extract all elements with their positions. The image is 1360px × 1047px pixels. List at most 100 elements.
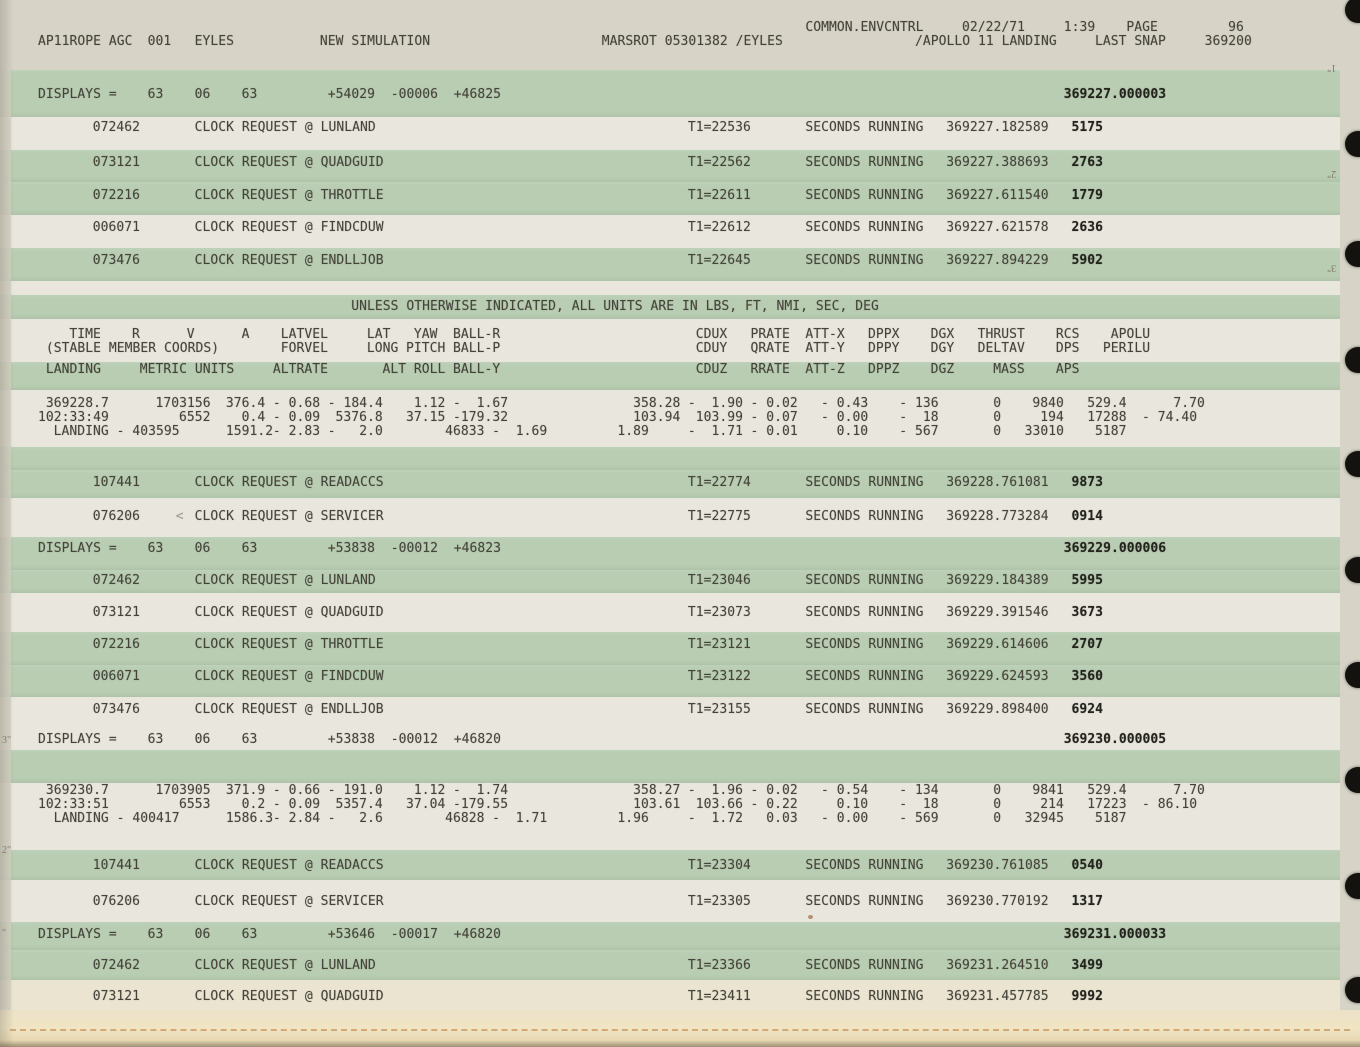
- printout-text-segment: MASS: [993, 362, 1025, 377]
- printout-text-segment: LONG: [366, 341, 399, 356]
- printout-text-segment: 369227.611540: [946, 188, 1049, 203]
- printout-text-segment: 46833: [445, 424, 485, 439]
- printout-text-segment: PITCH: [406, 341, 446, 356]
- printout-text-segment: APS: [1055, 362, 1080, 377]
- printout-text-segment: - 2.83: [272, 424, 321, 439]
- printout-text-segment: 369227.388693: [946, 155, 1049, 170]
- printout-text-segment: DGY: [930, 341, 955, 356]
- printout-text-segment: ATT-X: [805, 327, 845, 342]
- printout-text-segment: CLOCK REQUEST @ THROTTLE: [194, 188, 384, 203]
- printout-text-segment: CDUZ: [695, 362, 728, 377]
- printout-text-segment: DELTAV: [977, 341, 1025, 356]
- printout-text-segment: DPPZ: [867, 362, 900, 377]
- printout-text-segment: 1317: [1071, 894, 1104, 909]
- printout-text-segment: 06: [194, 87, 211, 102]
- printout-text-segment: R: [131, 327, 140, 342]
- units-note-line: UNLESS OTHERWISE INDICATED, ALL UNITS AR…: [0, 295, 1360, 319]
- printout-text-segment: LAST SNAP: [1095, 34, 1166, 49]
- printout-text-segment: 072216: [92, 637, 141, 652]
- printout-text-segment: 0: [993, 424, 1002, 439]
- printout-text-segment: - 1.90: [687, 396, 744, 411]
- printout-text-segment: - 0.02: [750, 783, 798, 798]
- printout-text-segment: BALL-Y: [452, 362, 501, 377]
- clock-request-lunland-3: 072462 CLOCK REQUEST @ LUNLAND T1=23366 SEC…: [0, 950, 1360, 980]
- printout-text-segment: CLOCK REQUEST @ ENDLLJOB: [194, 253, 384, 268]
- printout-text-segment: 2763: [1071, 155, 1104, 170]
- printout-text-segment: 96: [1228, 20, 1244, 35]
- printout-text-segment: DPPX: [867, 327, 900, 342]
- printout-text-segment: - 86.10: [1142, 797, 1198, 812]
- printout-text-segment: 073476: [92, 702, 141, 717]
- printout-text-segment: PRATE: [750, 327, 790, 342]
- printout-text-segment: 0914: [1071, 509, 1104, 524]
- clock-request-servicer-2: 076206 CLOCK REQUEST @ SERVICER T1=23305 SE…: [0, 880, 1360, 922]
- printout-text-segment: +53838 -00012 +46820: [327, 732, 501, 747]
- clock-request-lunland-1: 072462 CLOCK REQUEST @ LUNLAND T1=22536 SEC…: [0, 117, 1360, 150]
- printout-text-segment: - 1.74: [452, 783, 509, 798]
- printout-text-segment: COMMON.ENVCNTRL: [805, 20, 924, 35]
- printout-text-segment: 63: [147, 732, 164, 747]
- printout-text-segment: CLOCK REQUEST @ LUNLAND: [194, 573, 376, 588]
- printout-text-segment: UNLESS OTHERWISE INDICATED, ALL UNITS AR…: [351, 299, 879, 314]
- printout-text-segment: CLOCK REQUEST @ QUADGUID: [194, 605, 384, 620]
- printout-text-segment: ROLL: [413, 362, 446, 377]
- printout-text-segment: 369228.773284: [946, 509, 1049, 524]
- printout-text-segment: 1.89: [617, 424, 649, 439]
- printout-text-segment: T1=23411: [687, 989, 751, 1004]
- punch-hole: [1345, 347, 1360, 373]
- punch-hole: [1345, 131, 1360, 157]
- printout-text-segment: - 18: [899, 797, 939, 812]
- printout-text-segment: T1=22536: [687, 120, 751, 135]
- printout-text-segment: 369231.000033: [1063, 927, 1167, 942]
- punch-hole: [1345, 767, 1360, 793]
- printout-text-segment: 5995: [1071, 573, 1104, 588]
- right-margin-strip: [1340, 64, 1360, 1010]
- printout-text-segment: 5175: [1071, 120, 1104, 135]
- printout-text-segment: CLOCK REQUEST @ SERVICER: [194, 894, 384, 909]
- printout-text-segment: 0.4: [241, 410, 266, 425]
- clock-request-quadguid-1: 073121 CLOCK REQUEST @ QUADGUID T1=22562 SE…: [0, 150, 1360, 182]
- printout-text-segment: CLOCK REQUEST @ SERVICER: [194, 509, 384, 524]
- printout-text-segment: 17288: [1087, 410, 1127, 425]
- printout-text-segment: T1=22612: [687, 220, 751, 235]
- printout-text-segment: - 1.71: [492, 811, 548, 826]
- printout-text-segment: SECONDS RUNNING: [805, 155, 924, 170]
- printout-text-segment: 102:33:49: [38, 410, 109, 425]
- printout-text-segment: BALL-P: [452, 341, 501, 356]
- printout-text-segment: 1591.2: [225, 424, 274, 439]
- printout-text-segment: 072462: [92, 120, 141, 135]
- printout-text-segment: 63: [147, 541, 164, 556]
- scan-speck: [808, 915, 813, 919]
- printout-text-segment: TIME: [69, 327, 101, 342]
- printout-text-segment: 17223: [1087, 797, 1127, 812]
- printout-text-segment: 369230.770192: [946, 894, 1049, 909]
- printout-text-segment: 072462: [92, 958, 141, 973]
- printout-text-segment: T1=23305: [687, 894, 751, 909]
- column-headers-landing: LANDING METRIC UNITS ALTRATE ALT ROLL BALL-Y C…: [0, 362, 1360, 390]
- printout-text-segment: - 0.00: [821, 811, 869, 826]
- punch-hole: [1345, 977, 1360, 1003]
- printout-text-segment: 369228.761081: [946, 475, 1049, 490]
- printout-text-segment: - 191.0: [327, 783, 383, 798]
- printout-text-segment: 0540: [1071, 858, 1104, 873]
- printout-text-segment: -179.55: [452, 797, 509, 812]
- printout-text-segment: AP11ROPE AGC: [38, 34, 133, 49]
- printout-text-segment: SECONDS RUNNING: [805, 120, 924, 135]
- printout-text-segment: 63: [241, 87, 258, 102]
- printout-text-segment: PAGE: [1126, 20, 1158, 35]
- printout-text-segment: - 1.69: [492, 424, 548, 439]
- printout-text-segment: 5187: [1095, 424, 1127, 439]
- printout-text-segment: DPS: [1055, 341, 1080, 356]
- printout-text-segment: - 1.71: [687, 424, 744, 439]
- clock-request-servicer-1: <076206 CLOCK REQUEST @ SERVICER T1=22775 S…: [0, 498, 1360, 537]
- printout-text-segment: 369229.614606: [946, 637, 1049, 652]
- printout-text-segment: /APOLLO 11 LANDING: [914, 34, 1057, 49]
- printout-text-segment: LAT: [366, 327, 391, 342]
- left-inch-mark: 2": [2, 845, 12, 856]
- printout-text-segment: CLOCK REQUEST @ ENDLLJOB: [194, 702, 384, 717]
- band-spacer: [0, 750, 1360, 783]
- displays-line-4: DISPLAYS = 63 06 63 +53646 -00017 +46820 3692…: [0, 922, 1360, 950]
- printout-text-segment: 0.03: [766, 811, 798, 826]
- printout-text-segment: 3499: [1071, 958, 1104, 973]
- printout-text-segment: 5902: [1071, 253, 1104, 268]
